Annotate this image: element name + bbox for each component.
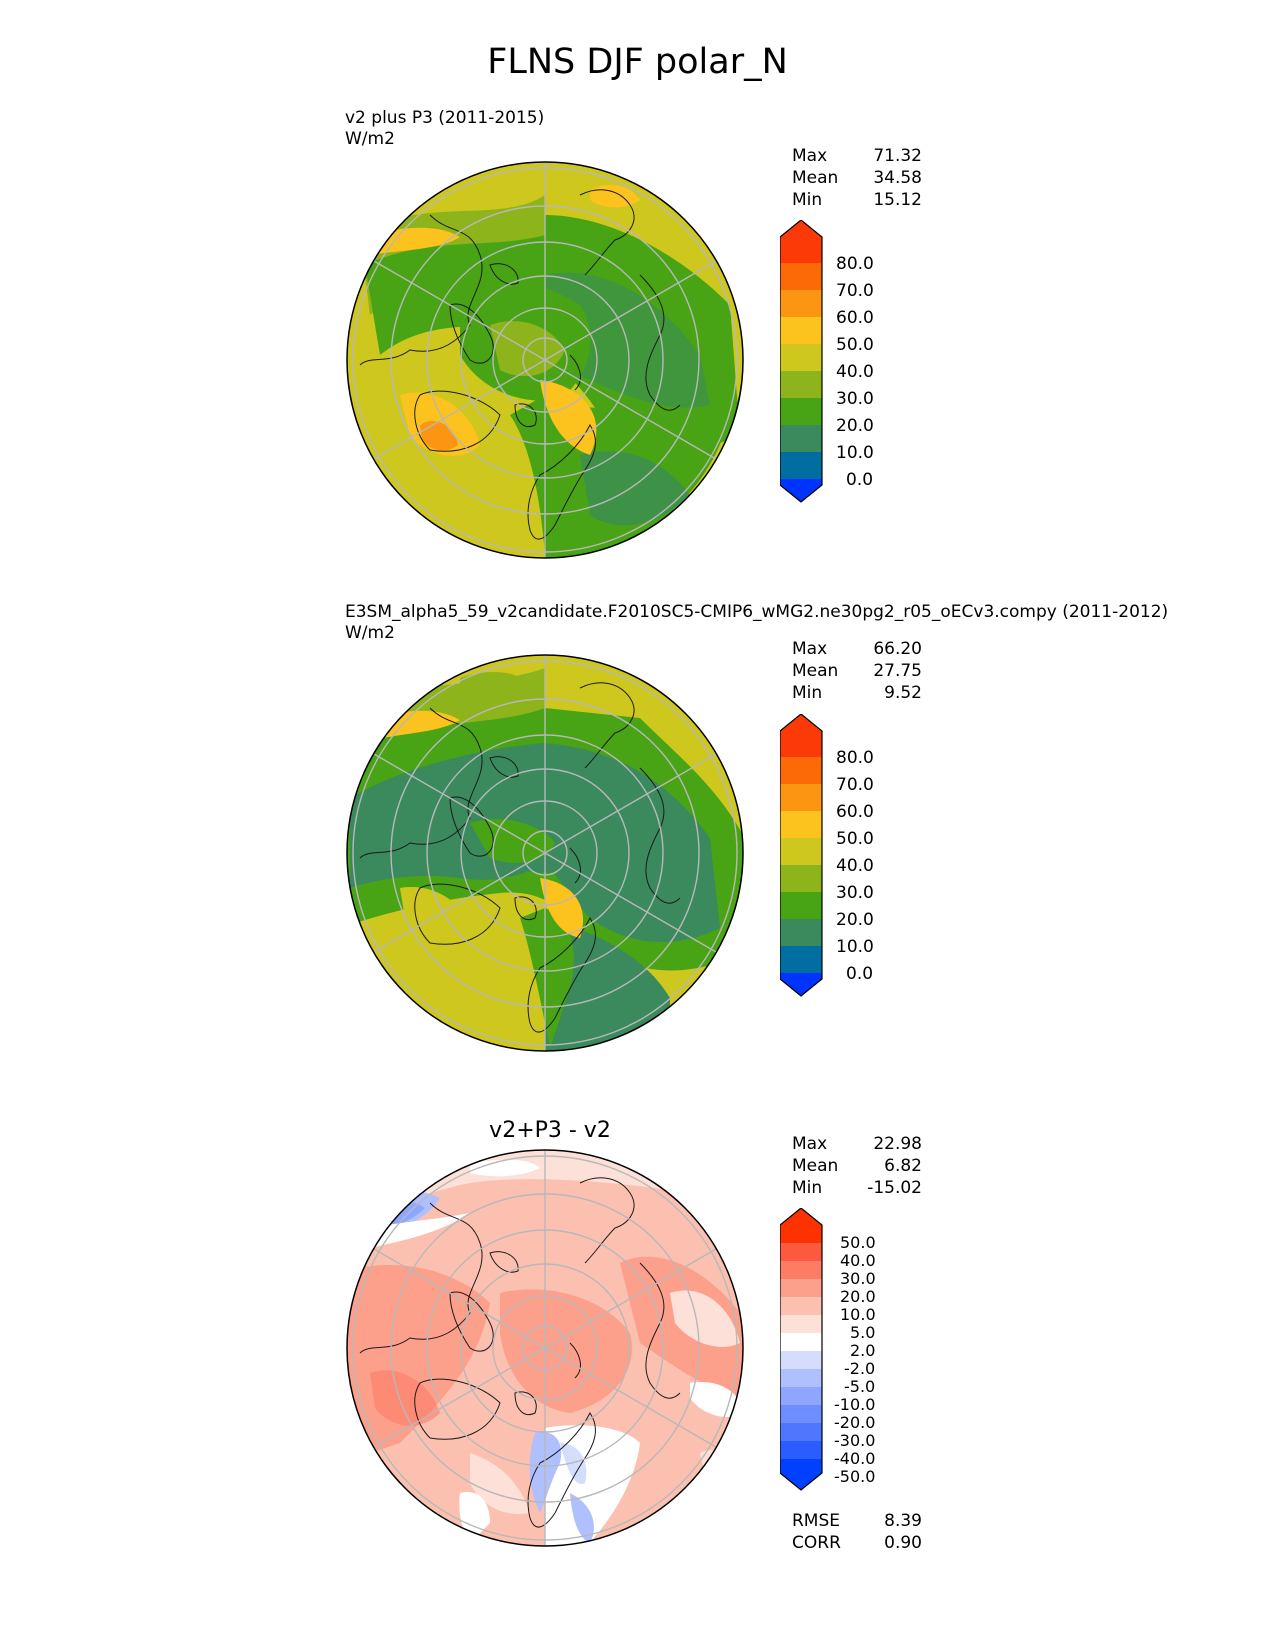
colorbar-label: 10.0 [840, 1305, 876, 1324]
colorbar-label: -5.0 [844, 1377, 876, 1396]
colorbar-label: 60.0 [836, 308, 874, 328]
metrics-box: RMSE 8.39 CORR 0.90 [792, 1510, 922, 1554]
colorbar [780, 1208, 823, 1491]
colorbar-label: 5.0 [850, 1323, 876, 1342]
colorbar-label: 0.0 [846, 964, 874, 984]
stat-max: Max 71.32 [792, 146, 922, 166]
colorbar [780, 714, 823, 997]
panel-units: W/m2 [345, 623, 395, 643]
stat-min: Min -15.02 [792, 1178, 922, 1198]
colorbar-label: -30.0 [834, 1431, 876, 1450]
polar-map [346, 654, 744, 1052]
colorbar [780, 220, 823, 503]
colorbar-label: 40.0 [836, 362, 874, 382]
stats-box: Max 66.20 Mean 27.75 Min 9.52 [792, 638, 922, 704]
colorbar-label: 30.0 [840, 1269, 876, 1288]
colorbar-label: 2.0 [850, 1341, 876, 1360]
colorbar-label: 40.0 [836, 856, 874, 876]
stat-min: Min 9.52 [792, 683, 922, 703]
panel-test: v2 plus P3 (2011-2015) W/m2 [0, 0, 1275, 559]
polar-map [346, 161, 744, 559]
panel-title: E3SM_alpha5_59_v2candidate.F2010SC5-CMIP… [345, 602, 1169, 622]
metric-corr: CORR 0.90 [792, 1533, 922, 1553]
stats-box: Max 22.98 Mean 6.82 Min -15.02 [792, 1133, 922, 1199]
colorbar-label: 30.0 [836, 883, 874, 903]
colorbar-label: -2.0 [844, 1359, 876, 1378]
colorbar-label: 50.0 [836, 829, 874, 849]
panel-reference: E3SM_alpha5_59_v2candidate.F2010SC5-CMIP… [0, 0, 1275, 1052]
colorbar-label: 20.0 [840, 1287, 876, 1306]
panel-title: v2+P3 - v2 [489, 1118, 611, 1143]
colorbar-label: -50.0 [834, 1467, 876, 1486]
colorbar-label: 70.0 [836, 775, 874, 795]
colorbar-label: 10.0 [836, 937, 874, 957]
figure-title: FLNS DJF polar_N [487, 42, 788, 82]
panel-title: v2 plus P3 (2011-2015) [345, 108, 545, 128]
colorbar-label: -40.0 [834, 1449, 876, 1468]
colorbar-label: 20.0 [836, 416, 874, 436]
colorbar-label: 20.0 [836, 910, 874, 930]
colorbar-label: 50.0 [836, 335, 874, 355]
stat-max: Max 66.20 [792, 639, 922, 659]
colorbar-label: 50.0 [840, 1233, 876, 1252]
stat-min: Min 15.12 [792, 190, 922, 210]
colorbar-label: 0.0 [846, 470, 874, 490]
stat-mean: Mean 34.58 [792, 168, 922, 188]
panel-units: W/m2 [345, 129, 395, 149]
colorbar-label: 10.0 [836, 443, 874, 463]
stats-box: Max 71.32 Mean 34.58 Min 15.12 [792, 145, 922, 211]
colorbar-label: -20.0 [834, 1413, 876, 1432]
colorbar-label: -10.0 [834, 1395, 876, 1414]
colorbar-label: 70.0 [836, 281, 874, 301]
colorbar-label: 30.0 [836, 389, 874, 409]
stat-mean: Mean 27.75 [792, 661, 922, 681]
stat-max: Max 22.98 [792, 1134, 922, 1154]
metric-rmse: RMSE 8.39 [792, 1511, 922, 1531]
polar-map [346, 1149, 744, 1547]
colorbar-label: 40.0 [840, 1251, 876, 1270]
colorbar-label: 80.0 [836, 254, 874, 274]
colorbar-label: 80.0 [836, 748, 874, 768]
stat-mean: Mean 6.82 [792, 1156, 922, 1176]
colorbar-label: 60.0 [836, 802, 874, 822]
panel-difference: v2+P3 - v2 [0, 0, 1275, 1553]
